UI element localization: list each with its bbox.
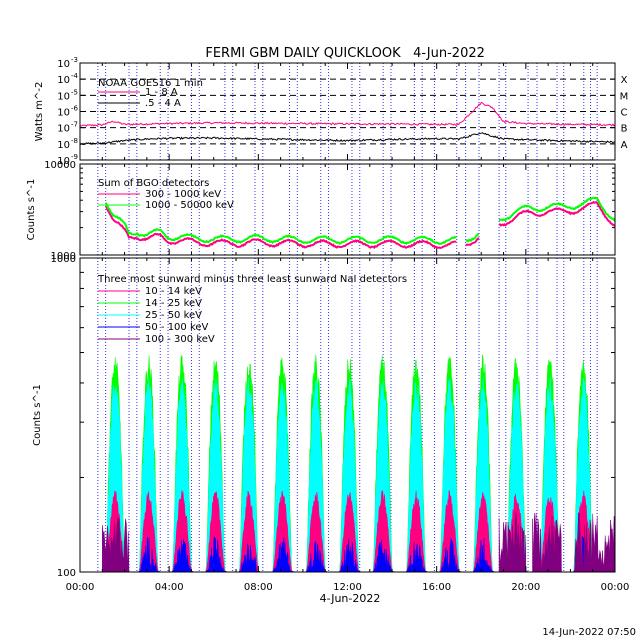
time-axis: 00:00 04:00 08:00 12:00 16:00 20:00 00:00 (66, 582, 630, 593)
x-tick-label: 20:00 (511, 582, 540, 593)
nai-background-noise (532, 512, 562, 573)
flare-class-label: M (620, 91, 629, 102)
nai-orbit-spike (138, 536, 160, 573)
y-tick-label: 100 (57, 568, 76, 579)
legend-title: Sum of BGO detectors (98, 178, 209, 189)
legend-label: 10 - 14 keV (145, 286, 202, 297)
flare-class-label: B (621, 124, 628, 135)
bgo-series-line (104, 196, 616, 246)
y-tick-exponent: -9 (71, 153, 78, 161)
nai-orbit-spike (172, 538, 193, 573)
y-tick-label: 10 (57, 91, 70, 102)
y-tick-label: 10000 (44, 160, 76, 171)
y-axis-label: Counts s^-1 (26, 179, 37, 241)
y-axis-label: Counts s^-1 (32, 384, 43, 446)
legend-label: 300 - 1000 keV (145, 189, 221, 200)
y-tick-label: 10 (57, 108, 70, 119)
y-tick-label: 10 (57, 75, 70, 86)
nai-orbit-spike (205, 536, 227, 573)
y-axis-label: Watts m^-2 (34, 82, 45, 142)
legend-label: 50 - 100 keV (145, 322, 209, 333)
nai-orbit-spike (372, 539, 394, 573)
y-tick-exponent: -4 (71, 72, 79, 80)
x-tick-label: 16:00 (422, 582, 451, 593)
figure-title: FERMI GBM DAILY QUICKLOOK (205, 46, 401, 61)
nai-orbit-spike (473, 537, 494, 573)
bgo-detectors-panel: 10000 1000 Counts s^-1 Sum of BGO detectors… (26, 160, 616, 262)
legend-title: Three most sunward minus three least sun… (97, 274, 407, 285)
footer-timestamp: 14-Jun-2022 07:50 (542, 627, 636, 638)
nai-orbit-spike (439, 490, 461, 573)
x-tick-label: 00:00 (601, 582, 630, 593)
x-tick-label: 08:00 (244, 582, 273, 593)
x-tick-label: 04:00 (155, 582, 184, 593)
nai-orbit-spike (239, 490, 260, 573)
legend-label: 25 - 50 keV (145, 310, 202, 321)
nai-background-noise (574, 512, 616, 573)
nai-orbit-spike (272, 490, 294, 573)
flare-class-label: X (621, 75, 628, 86)
nai-orbit-spike (406, 490, 427, 573)
y-tick-label: 1000 (51, 254, 76, 265)
y-tick-exponent: -7 (71, 121, 78, 129)
nai-detectors-panel: 1000 100 Counts s^-1 Three most sunward min… (32, 254, 616, 579)
nai-orbit-spike (306, 540, 327, 573)
x-axis-date-label: 4-Jun-2022 (320, 592, 381, 605)
nai-orbit-spike (306, 492, 327, 573)
y-tick-label: 10 (57, 156, 70, 167)
x-tick-label: 00:00 (66, 582, 95, 593)
nai-background-noise (102, 516, 130, 573)
y-tick-label: 10 (57, 124, 70, 135)
nai-background-noise (498, 512, 527, 573)
nai-orbit-spike (406, 542, 427, 573)
goes-series-line (79, 101, 616, 127)
y-tick-label: 1000 (51, 251, 76, 262)
legend-label: 1 - 8 A (145, 87, 178, 98)
nai-orbit-spike (205, 491, 227, 573)
y-tick-label: 10 (57, 59, 70, 70)
y-tick-label: 10 (57, 140, 70, 151)
figure-date: 4-Jun-2022 (413, 46, 485, 61)
nai-orbit-spike (439, 538, 461, 573)
nai-orbit-spike (239, 543, 260, 573)
x-tick-label: 12:00 (333, 582, 362, 593)
bgo-series-line (104, 200, 616, 250)
y-tick-exponent: -5 (71, 88, 78, 96)
flare-class-label: C (621, 108, 628, 119)
flare-class-label: A (621, 140, 628, 151)
legend-title: NOAA GOES16 1 min (98, 78, 203, 89)
legend-label: 100 - 300 keV (145, 334, 215, 345)
goes-series-line (79, 132, 616, 146)
legend-label: .5 - 4 A (145, 98, 181, 109)
legend-label: 1000 - 50000 keV (145, 200, 234, 211)
nai-orbit-spike (138, 491, 160, 573)
y-tick-exponent: -3 (71, 56, 78, 64)
nai-orbit-spike (272, 537, 294, 573)
nai-orbit-spike (372, 490, 394, 573)
nai-orbit-spike (339, 539, 361, 573)
legend-label: 14 - 25 keV (145, 298, 202, 309)
y-tick-exponent: -6 (71, 105, 79, 113)
y-tick-exponent: -8 (71, 137, 78, 145)
nai-orbit-spike (473, 492, 494, 573)
